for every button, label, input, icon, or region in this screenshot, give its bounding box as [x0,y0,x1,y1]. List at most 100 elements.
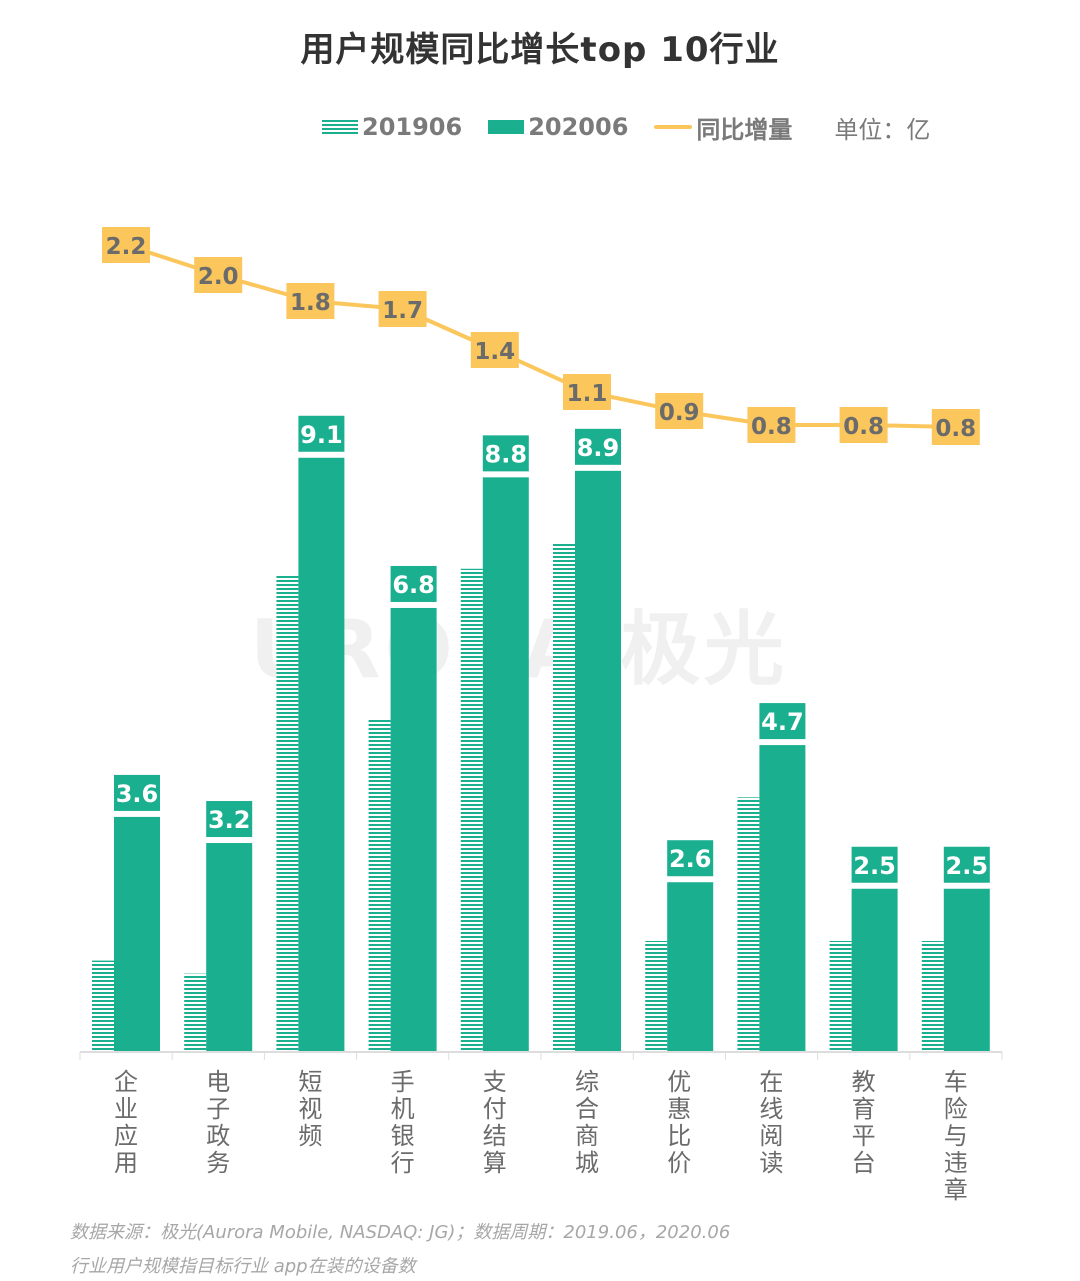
value-label: 3.2 [208,806,251,834]
x-axis [79,1051,1003,1060]
category-label: 在 [759,1068,783,1096]
value-label: 8.9 [577,434,620,462]
bars-group: 3.6 3.2 9.1 6.8 8.8 8.9 2.6 4.7 2.5 2.5 [92,415,990,1053]
category-label: 商 [575,1122,599,1150]
footer-source: 数据来源：极光(Aurora Mobile, NASDAQ: JG)；数据周期：… [70,1222,731,1243]
category-label: 手 [391,1068,415,1096]
increase-label-box [839,407,888,443]
increase-label: 1.7 [382,298,423,324]
value-label: 3.6 [116,780,159,808]
category-label: 育 [852,1095,876,1123]
legend-item-201906: 201906 [322,113,462,141]
category-label: 业 [114,1095,138,1123]
legend-label: 202006 [528,113,629,141]
category-label: 车 [944,1068,968,1096]
increase-label-box [747,407,796,443]
value-label-box [114,774,160,811]
increase-label: 0.8 [843,414,884,440]
increase-label-box [470,332,519,368]
category-label: 政 [206,1122,230,1150]
increase-label: 0.8 [935,416,976,442]
category-label: 视 [298,1095,322,1123]
category-label: 机 [391,1095,415,1123]
increase-line-group: 2.2 2.0 1.8 1.7 1.4 1.1 0.9 0.8 0.8 0.8 [102,227,980,445]
category-label: 城 [575,1149,599,1177]
bar-202006 [114,816,160,1052]
category-label: 险 [944,1095,968,1123]
value-label-box [390,565,437,602]
category-label: 银 [391,1122,415,1150]
increase-label-box [563,374,611,410]
category-label: 合 [575,1095,599,1123]
footer-note: 行业用户规模指目标行业 app在装的设备数 [70,1256,416,1277]
bar-201906 [460,568,483,1052]
value-label-box [851,846,898,883]
category-label: 线 [759,1095,783,1123]
category-label: 优 [667,1068,691,1096]
bar-201906 [184,973,207,1052]
legend-item-increase: 同比增量 [654,110,792,145]
value-label-box [575,428,621,465]
value-label-box [482,435,529,472]
bar-201906 [737,797,760,1052]
category-label: 台 [852,1149,876,1177]
increase-line [125,243,956,429]
value-label-box [759,703,806,740]
bar-202006 [943,888,990,1052]
category-label: 比 [667,1122,691,1150]
bar-201906 [645,940,668,1052]
category-label: 结 [483,1122,507,1150]
hatched-swatch-icon [322,120,358,134]
category-label: 行 [391,1149,415,1177]
increase-label-box [194,257,243,293]
category-label: 付 [483,1095,507,1123]
increase-label-box [102,227,150,263]
value-label: 2.5 [853,852,896,880]
bar-202006 [575,470,621,1053]
bar-202006 [206,843,253,1052]
value-label-box [298,415,345,452]
bar-201906 [276,575,299,1052]
category-label: 读 [759,1149,783,1177]
category-label: 子 [206,1095,230,1123]
increase-label-box [931,409,980,445]
bar-201906 [921,940,944,1052]
value-label: 4.7 [761,708,804,736]
legend-label: 同比增量 [696,115,793,144]
category-label: 价 [667,1149,691,1177]
bar-202006 [298,457,345,1052]
value-label: 9.1 [300,421,343,449]
category-label: 应 [114,1122,138,1150]
value-label-box [206,801,253,838]
increase-label-box [286,283,335,319]
bar-201906 [829,940,852,1052]
chart-title: 用户规模同比增长top 10行业 [300,30,780,70]
category-label: 频 [298,1122,322,1150]
value-label-box [943,846,990,883]
category-label: 教 [852,1068,876,1096]
category-label: 惠 [667,1095,691,1123]
category-label: 用 [114,1149,138,1177]
category-label: 算 [483,1149,507,1177]
category-label: 务 [206,1149,230,1177]
legend-label: 201906 [362,113,463,141]
category-label: 短 [298,1068,322,1096]
value-label: 2.6 [669,845,712,873]
value-label: 2.5 [946,852,989,880]
bar-202006 [390,607,437,1052]
bar-202006 [759,745,806,1052]
increase-label: 2.2 [106,234,147,260]
bar-202006 [851,888,898,1052]
bar-202006 [482,477,529,1052]
category-label: 企 [114,1068,138,1096]
increase-label-box [378,291,427,327]
category-label: 章 [944,1176,968,1204]
category-label: 与 [944,1122,968,1150]
category-label: 阅 [759,1122,783,1150]
increase-label: 0.8 [751,414,792,440]
increase-label: 2.0 [198,264,239,290]
category-label: 电 [206,1068,230,1096]
bar-201906 [553,542,575,1052]
